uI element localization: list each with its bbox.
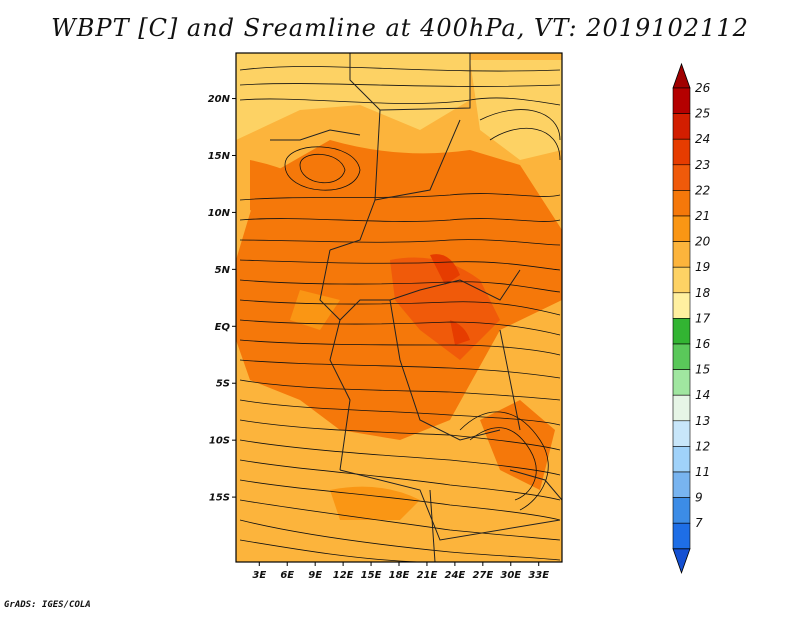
colorbar-segment (672, 343, 691, 370)
colorbar-label: 21 (695, 209, 710, 223)
lat-tick-label: EQ (215, 322, 231, 333)
lon-tick-label: 30E (500, 570, 521, 581)
colorbar-label: 7 (695, 516, 703, 530)
streamlines (239, 66, 561, 562)
lon-tick-label: 21E (417, 570, 438, 581)
country-borders (270, 53, 562, 562)
lon-tick-label: 33E (528, 570, 549, 581)
lat-tick-label: 5N (215, 265, 231, 276)
colorbar-label: 14 (695, 388, 710, 402)
colorbar-label: 26 (695, 81, 711, 95)
latitude-axis: 20N 15N 10N 5N EQ 5S 10S 15S (208, 94, 236, 504)
colorbar-segment (672, 446, 691, 473)
lon-tick-label: 12E (333, 570, 354, 581)
lon-tick-label: 18E (389, 570, 410, 581)
lat-tick-label: 5S (216, 379, 230, 390)
lat-tick-label: 15N (208, 151, 231, 162)
colorbar-label: 24 (695, 132, 710, 146)
colorbar-bottom-arrow (672, 548, 691, 574)
colorbar-label: 25 (695, 107, 710, 121)
colorbar: 26 25 24 23 22 21 20 19 18 17 16 15 14 13 12 11 9 7 (672, 62, 711, 574)
lon-tick-label: 3E (252, 570, 266, 581)
colorbar-segment (672, 394, 691, 422)
colorbar-segment (672, 471, 691, 498)
colorbar-segment (672, 138, 691, 166)
colorbar-segment (672, 215, 691, 242)
colorbar-label: 20 (695, 235, 711, 249)
colorbar-label: 22 (695, 183, 710, 197)
colorbar-top-arrow (672, 62, 691, 89)
colorbar-segment (672, 164, 691, 191)
colorbar-segment (672, 113, 691, 140)
colorbar-label: 16 (695, 337, 711, 351)
colorbar-segment (672, 497, 691, 524)
lon-tick-label: 24E (445, 570, 466, 581)
lon-tick-label: 9E (308, 570, 322, 581)
colorbar-label: 23 (695, 158, 710, 172)
lon-tick-label: 15E (361, 570, 382, 581)
colorbar-segment (672, 369, 691, 396)
map-title: WBPT [C] and Sreamline at 400hPa, VT: 20… (51, 14, 749, 42)
colorbar-label: 18 (695, 286, 711, 300)
lat-tick-label: 10S (209, 436, 230, 447)
colorbar-segment (672, 241, 691, 268)
lat-tick-label: 10N (208, 208, 231, 219)
colorbar-segment (672, 522, 691, 550)
colorbar-label: 13 (695, 414, 710, 428)
lon-tick-label: 27E (472, 570, 493, 581)
colorbar-segment (672, 266, 691, 294)
colorbar-segment (672, 292, 691, 319)
wbpt-shaded-field (236, 53, 562, 562)
colorbar-label: 11 (695, 465, 710, 479)
colorbar-label: 12 (695, 439, 710, 453)
colorbar-segment (672, 318, 691, 345)
lat-tick-label: 20N (208, 94, 231, 105)
colorbar-segment (672, 190, 691, 217)
longitude-axis: 3E 6E 9E 12E 15E 18E 21E 24E 27E 30E 33E (252, 562, 549, 581)
grads-credit: GrADS: IGES/COLA (4, 600, 91, 610)
colorbar-label: 9 (695, 491, 703, 505)
colorbar-label: 17 (695, 311, 711, 325)
colorbar-segment (672, 87, 691, 114)
colorbar-segment (672, 420, 691, 447)
lon-tick-label: 6E (280, 570, 294, 581)
lat-tick-label: 15S (209, 493, 230, 504)
colorbar-label: 15 (695, 363, 710, 377)
colorbar-label: 19 (695, 260, 710, 274)
